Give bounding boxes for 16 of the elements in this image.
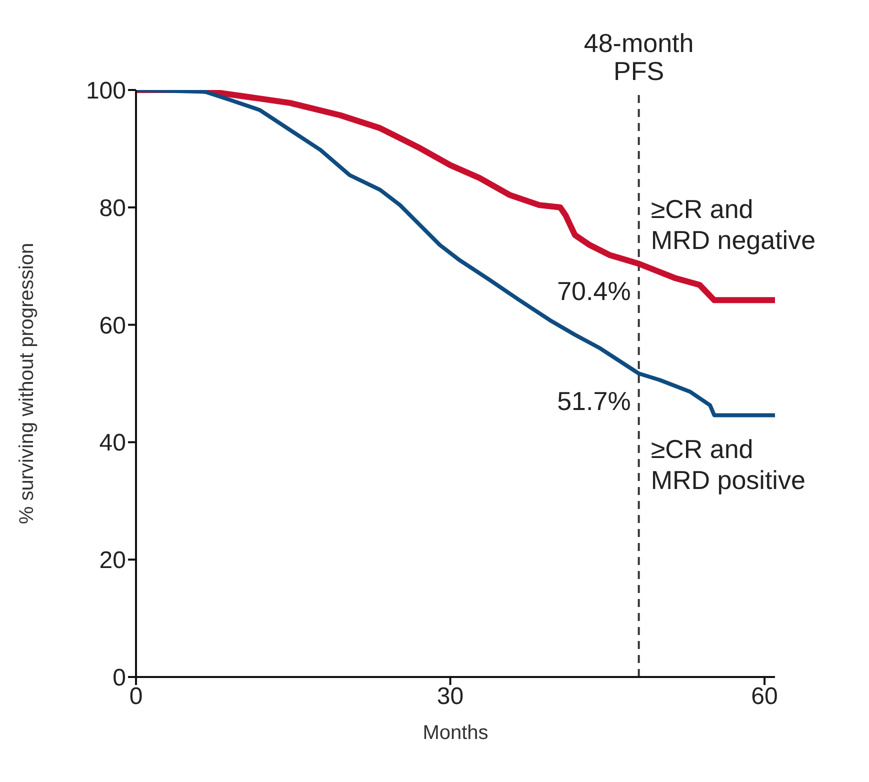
x-tick-label: 60	[751, 683, 778, 710]
x-axis-title: Months	[422, 722, 488, 744]
y-tick-label: 100	[86, 78, 126, 105]
ref-line-label: 48-month PFS	[584, 28, 694, 86]
x-tick-label: 30	[436, 683, 464, 710]
y-tick-label: 60	[99, 312, 126, 340]
y-tick-label: 20	[99, 547, 126, 574]
annotation: 51.7%	[557, 386, 631, 417]
y-axis-title: % surviving without progression	[16, 242, 38, 524]
y-tick-label: 80	[99, 194, 126, 222]
x-tick-label: 0	[129, 683, 143, 710]
y-tick-label: 0	[112, 664, 126, 692]
annotation: 70.4%	[557, 276, 631, 307]
y-tick-label: 40	[99, 430, 126, 457]
series-label: ≥CR and MRD positive	[650, 434, 806, 496]
series-label: ≥CR and MRD negative	[650, 194, 816, 256]
